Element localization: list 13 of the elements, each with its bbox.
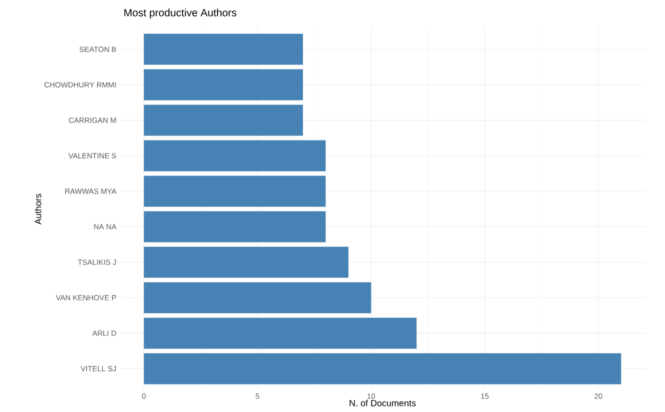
bar xyxy=(144,69,303,100)
bar xyxy=(144,140,326,172)
bar xyxy=(144,104,303,136)
bar xyxy=(144,211,326,242)
bar xyxy=(144,34,303,65)
y-axis-title: Authors xyxy=(34,194,42,224)
x-axis-title: N. of Documents xyxy=(350,400,416,406)
bar xyxy=(144,353,622,384)
chart-title: Most productive Authors xyxy=(124,8,236,18)
bar xyxy=(144,176,326,207)
bar xyxy=(144,318,417,349)
bar xyxy=(144,282,372,314)
bar xyxy=(144,246,348,278)
